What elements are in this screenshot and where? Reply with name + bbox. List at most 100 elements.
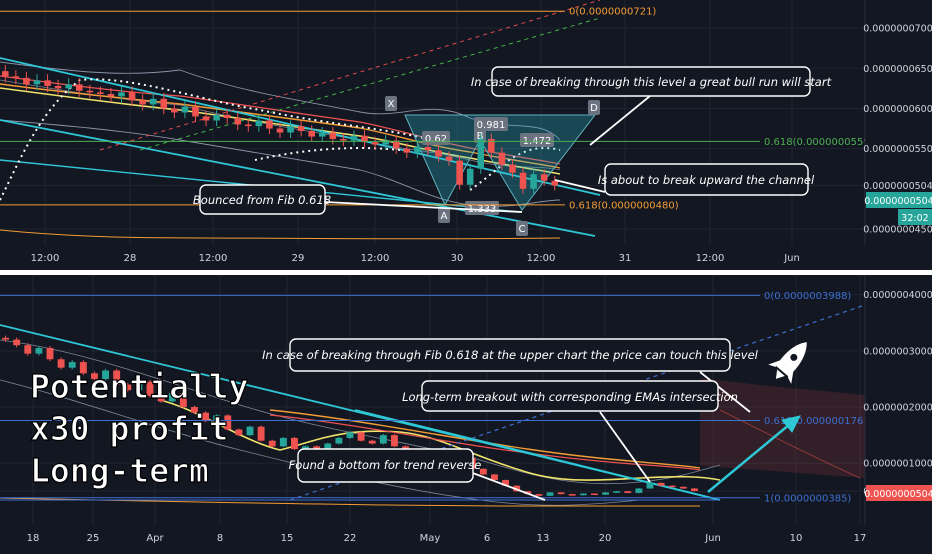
price-tick-label: 0.0000000450 — [863, 224, 932, 235]
breakout-arrow — [707, 415, 801, 493]
candle-body — [160, 98, 168, 109]
pattern-point-x: X — [388, 99, 395, 110]
lower-panel[interactable]: 0(0.0000003988) 0.618(0.0000001761) 1(0.00… — [0, 275, 932, 544]
headline-line-2: x30 profit — [30, 409, 229, 448]
annotation-fib-bounce: Bounced from Fib 0.618 — [193, 193, 331, 207]
time-tick-label: 13 — [537, 533, 550, 544]
pattern-point-a: A — [441, 211, 448, 222]
candle-body — [679, 486, 687, 489]
price-tick-label: 0.0000000650 — [863, 64, 932, 75]
price-tick-label: 0.0000001000 — [863, 459, 932, 470]
candle-body — [86, 90, 94, 93]
candle-body — [68, 362, 76, 368]
countdown-badge-text: 32:02 — [901, 213, 928, 224]
candle-body — [357, 432, 365, 441]
candle-body — [646, 482, 654, 489]
candle-body — [223, 114, 231, 119]
candle-body — [91, 373, 98, 379]
candle-body — [519, 172, 527, 189]
time-tick-label: 12:00 — [527, 253, 556, 264]
price-tick-label: 0.0000000504 — [863, 181, 932, 192]
fib-level-label: 0.618(0.0000000559) — [764, 137, 874, 148]
pattern-point-c: C — [519, 224, 526, 235]
time-tick-label: 28 — [124, 253, 137, 264]
candle-body — [530, 174, 537, 189]
candle-body — [635, 488, 643, 493]
time-tick-label: 30 — [451, 253, 464, 264]
candle-body — [35, 348, 43, 354]
candle-body — [498, 152, 506, 165]
candle-body — [335, 437, 343, 444]
candle-body — [624, 491, 632, 493]
candle-body — [491, 474, 498, 481]
candle-body — [192, 106, 199, 117]
time-tick-label: 17 — [854, 533, 867, 544]
candle-body — [668, 485, 676, 488]
candle-body — [287, 126, 294, 133]
time-tick-label: Apr — [146, 533, 164, 544]
candle-body — [181, 106, 189, 113]
candle-body — [435, 150, 442, 157]
candle-body — [24, 345, 32, 354]
price-tick-label: 0.0000000600 — [863, 104, 932, 115]
annotation-bottom: Found a bottom for trend reverse — [289, 458, 482, 472]
candle-body — [509, 164, 516, 173]
time-tick-label: 6 — [484, 533, 490, 544]
lower-price-badge — [866, 485, 932, 501]
candle-body — [57, 359, 65, 368]
candle-body — [23, 77, 30, 85]
lower-price-badge-text: 0.0000000504 — [864, 489, 932, 500]
candle-body — [257, 426, 265, 441]
headline: Potentially x30 profit Long-term — [29, 366, 249, 490]
fib-level-label: 0(0.0000000721) — [569, 7, 656, 18]
candle-body — [308, 130, 315, 137]
candle-body — [392, 140, 400, 149]
fib-level-label: 0.618(0.0000001761) — [764, 416, 874, 427]
candle-body — [113, 370, 121, 385]
candle-body — [456, 160, 463, 185]
upper-price-ticks: 0.0000000700 0.0000000650 0.0000000600 0.00… — [863, 24, 932, 236]
candle-body — [479, 468, 487, 475]
time-tick-label: 29 — [292, 253, 305, 264]
upper-annotations: In case of breaking through this level a… — [193, 66, 832, 215]
time-tick-label: 12:00 — [31, 253, 60, 264]
upper-price-badge — [866, 192, 932, 208]
time-tick-label: 22 — [344, 533, 357, 544]
candle-body — [291, 437, 298, 450]
upper-trendlines — [0, 0, 601, 201]
candle-body — [445, 156, 453, 161]
candle-body — [371, 142, 379, 145]
candle-body — [224, 415, 232, 430]
candle-body — [346, 432, 354, 438]
time-tick-label: Jun — [704, 533, 721, 544]
candle-body — [579, 493, 587, 496]
candle-body — [79, 362, 87, 374]
pattern-point-b: B — [477, 131, 484, 142]
candle-body — [255, 120, 263, 127]
time-tick-label: 10 — [790, 533, 803, 544]
lower-price-axis[interactable] — [865, 275, 932, 525]
candle-body — [157, 395, 165, 402]
time-tick-label: 12:00 — [361, 253, 390, 264]
upper-panel[interactable]: X A B C D 0.62 0.981 1.472 1.333 0(0.000… — [0, 0, 932, 264]
candle-body — [213, 415, 221, 422]
candle-body — [213, 114, 220, 121]
candle-body — [266, 120, 273, 129]
candle-body — [75, 84, 83, 91]
upper-price-badge-text: 0.0000000504 — [864, 196, 932, 207]
candle-body — [128, 92, 136, 101]
price-tick-label: 0.0000000700 — [863, 24, 932, 35]
candle-body — [202, 116, 210, 121]
candle-body — [102, 370, 109, 379]
candle-body — [65, 84, 72, 89]
upper-price-axis[interactable] — [865, 0, 932, 245]
price-tick-label: 0.0000004000 — [863, 290, 932, 301]
candle-body — [591, 493, 598, 496]
candle-body — [146, 381, 154, 396]
pattern-ratio: 0.981 — [477, 120, 506, 131]
candle-body — [107, 93, 115, 97]
candle-body — [488, 138, 495, 153]
countdown-badge — [898, 209, 932, 225]
candle-body — [46, 348, 54, 360]
